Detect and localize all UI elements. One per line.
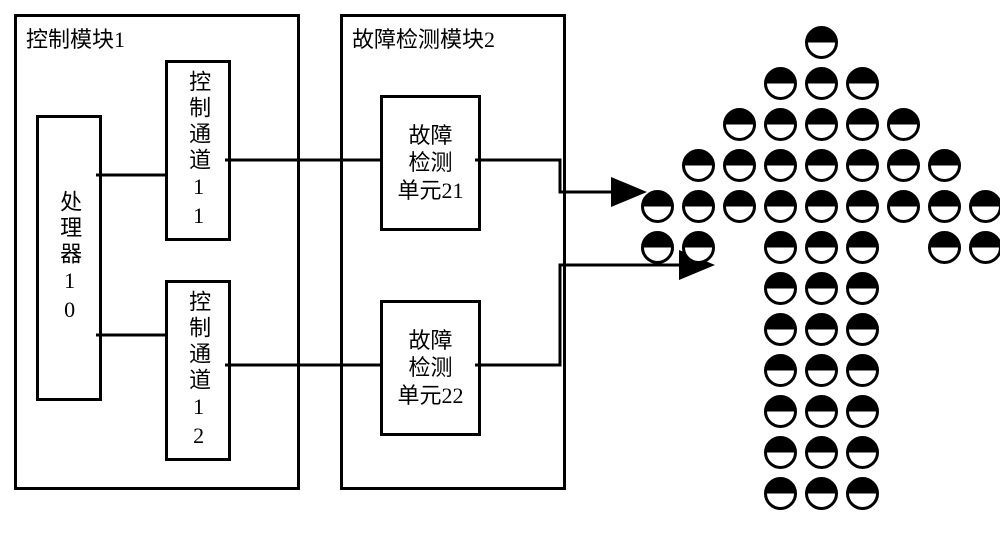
led-dot [805,149,838,182]
led-dot [805,26,838,59]
box-fd22: 故障检测单元22 [380,300,481,436]
led-dot [846,272,879,305]
led-dot [682,231,715,264]
led-dot [682,149,715,182]
led-dot [846,149,879,182]
led-dot [723,108,756,141]
led-dot [928,190,961,223]
led-dot [887,149,920,182]
led-dot [846,108,879,141]
led-dot [846,395,879,428]
led-dot [928,149,961,182]
led-dot [805,436,838,469]
led-dot [887,190,920,223]
led-dot [641,231,674,264]
box-ch12: 控制通道12 [165,280,231,461]
box-label-fd21: 故障检测单元21 [397,122,463,205]
led-dot [969,231,1000,264]
led-dot [764,190,797,223]
led-dot [887,108,920,141]
led-dot [764,149,797,182]
box-processor: 处理器10 [36,115,102,401]
led-dot [723,149,756,182]
led-dot [846,313,879,346]
led-dot [682,190,715,223]
led-dot [641,190,674,223]
led-dot [846,190,879,223]
led-dot [764,272,797,305]
led-dot [805,272,838,305]
led-dot [764,67,797,100]
led-dot [805,231,838,264]
box-label-ch11: 控制通道11 [186,70,210,232]
led-dot [805,67,838,100]
led-dot [928,231,961,264]
box-label-processor: 处理器10 [57,190,81,326]
box-label-ch12: 控制通道12 [186,290,210,452]
led-dot [846,231,879,264]
led-dot [805,108,838,141]
led-dot [764,354,797,387]
led-dot [764,477,797,510]
led-dot [846,354,879,387]
led-dot [846,436,879,469]
led-dot [764,108,797,141]
led-dot [764,395,797,428]
led-dot [764,436,797,469]
module-title-m1: 控制模块1 [26,22,125,54]
led-dot [764,313,797,346]
led-dot [805,313,838,346]
led-dot [805,354,838,387]
module-title-m2: 故障检测模块2 [352,22,495,54]
led-dot [805,395,838,428]
box-fd21: 故障检测单元21 [380,95,481,231]
led-dot [846,67,879,100]
box-label-fd22: 故障检测单元22 [397,327,463,410]
led-dot [805,477,838,510]
led-dot [846,477,879,510]
led-dot [764,231,797,264]
led-dot [723,190,756,223]
led-dot [969,190,1000,223]
led-dot [805,190,838,223]
box-ch11: 控制通道11 [165,60,231,241]
